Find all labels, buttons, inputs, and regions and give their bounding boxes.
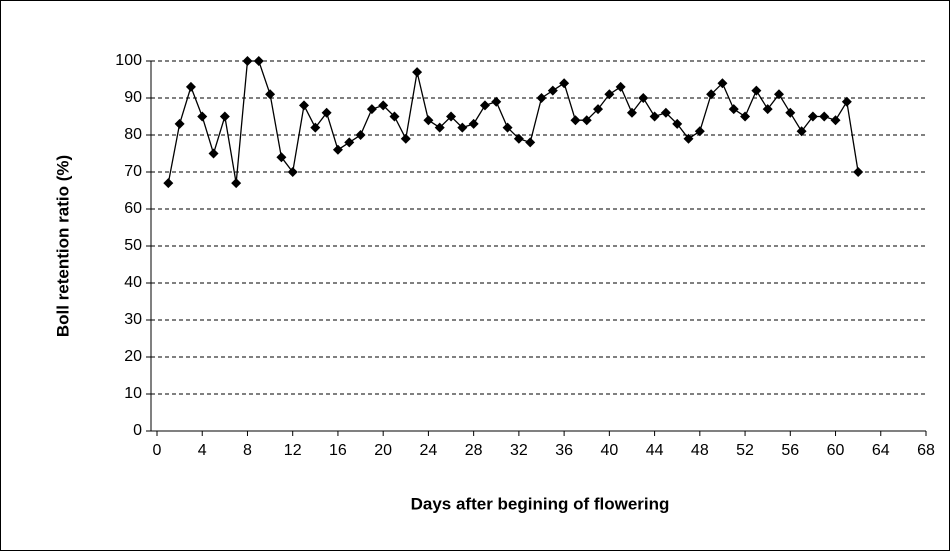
data-point [299, 100, 310, 111]
data-point [525, 137, 536, 148]
data-point [366, 104, 377, 115]
data-point [853, 167, 864, 177]
data-point [626, 107, 637, 118]
x-tick-label: 4 [198, 442, 207, 459]
data-point [740, 111, 751, 122]
data-point [412, 67, 423, 78]
y-tick-label: 10 [124, 385, 142, 402]
data-point [344, 137, 355, 148]
x-tick-label: 20 [374, 442, 392, 459]
data-point [547, 85, 558, 96]
data-point [841, 96, 852, 107]
x-tick-label: 60 [827, 442, 845, 459]
data-point [785, 107, 796, 118]
data-point [389, 111, 400, 122]
x-tick-label: 68 [917, 442, 935, 459]
data-point [773, 89, 784, 100]
x-axis-label: Days after begining of flowering [411, 494, 670, 513]
data-point [513, 133, 524, 144]
y-tick-label: 40 [124, 274, 142, 291]
data-point [751, 85, 762, 96]
x-tick-label: 52 [736, 442, 754, 459]
data-point [581, 115, 592, 126]
x-tick-label: 32 [510, 442, 528, 459]
data-point [276, 152, 287, 163]
data-point [479, 100, 490, 111]
data-point [819, 111, 830, 122]
data-point [593, 104, 604, 115]
data-point [830, 115, 841, 126]
data-point [174, 118, 185, 129]
data-point [604, 89, 615, 100]
data-point [355, 130, 366, 140]
x-tick-label: 8 [243, 442, 252, 459]
data-point [796, 126, 807, 137]
x-tick-label: 12 [284, 442, 302, 459]
data-point [762, 104, 773, 115]
data-point [163, 178, 174, 189]
data-point [378, 100, 389, 111]
data-point [468, 118, 479, 129]
x-tick-label: 28 [465, 442, 483, 459]
data-point [638, 93, 649, 103]
data-point [728, 104, 739, 115]
y-tick-label: 50 [124, 237, 142, 254]
data-point [694, 126, 705, 137]
data-point [332, 144, 343, 155]
y-tick-label: 100 [115, 52, 142, 69]
data-point [559, 78, 570, 89]
data-point [683, 133, 694, 144]
x-tick-label: 0 [153, 442, 162, 459]
data-point [208, 148, 219, 159]
x-tick-label: 24 [420, 442, 438, 459]
data-point [536, 93, 547, 103]
y-tick-label: 90 [124, 89, 142, 106]
y-tick-label: 20 [124, 348, 142, 365]
x-tick-label: 36 [555, 442, 573, 459]
data-point [672, 118, 683, 129]
y-tick-label: 80 [124, 126, 142, 143]
data-point [570, 115, 581, 126]
data-point [185, 81, 196, 92]
data-point [491, 96, 502, 107]
data-point [660, 107, 671, 118]
data-point [649, 111, 660, 122]
y-tick-label: 0 [133, 422, 142, 439]
data-point [717, 78, 728, 89]
data-point [615, 81, 626, 92]
data-point [321, 107, 332, 118]
x-tick-label: 48 [691, 442, 709, 459]
y-axis-label: Boll retention ratio (%) [53, 155, 72, 337]
data-point [446, 111, 457, 122]
data-point [197, 111, 208, 122]
y-tick-label: 70 [124, 163, 142, 180]
data-point [434, 122, 445, 133]
y-tick-label: 30 [124, 311, 142, 328]
data-point [253, 56, 264, 66]
data-point [310, 122, 321, 133]
data-point [807, 111, 818, 122]
data-point [502, 122, 513, 133]
data-point [400, 133, 411, 144]
x-tick-label: 16 [329, 442, 347, 459]
y-tick-label: 60 [124, 200, 142, 217]
data-point [265, 89, 276, 100]
data-point [242, 56, 253, 66]
data-point [423, 115, 434, 126]
x-tick-label: 40 [600, 442, 618, 459]
data-point [706, 89, 717, 100]
x-tick-label: 56 [781, 442, 799, 459]
data-point [219, 111, 230, 122]
x-tick-label: 44 [646, 442, 664, 459]
data-point [287, 167, 298, 177]
data-point [457, 122, 468, 133]
x-tick-label: 64 [872, 442, 890, 459]
data-point [231, 178, 242, 189]
